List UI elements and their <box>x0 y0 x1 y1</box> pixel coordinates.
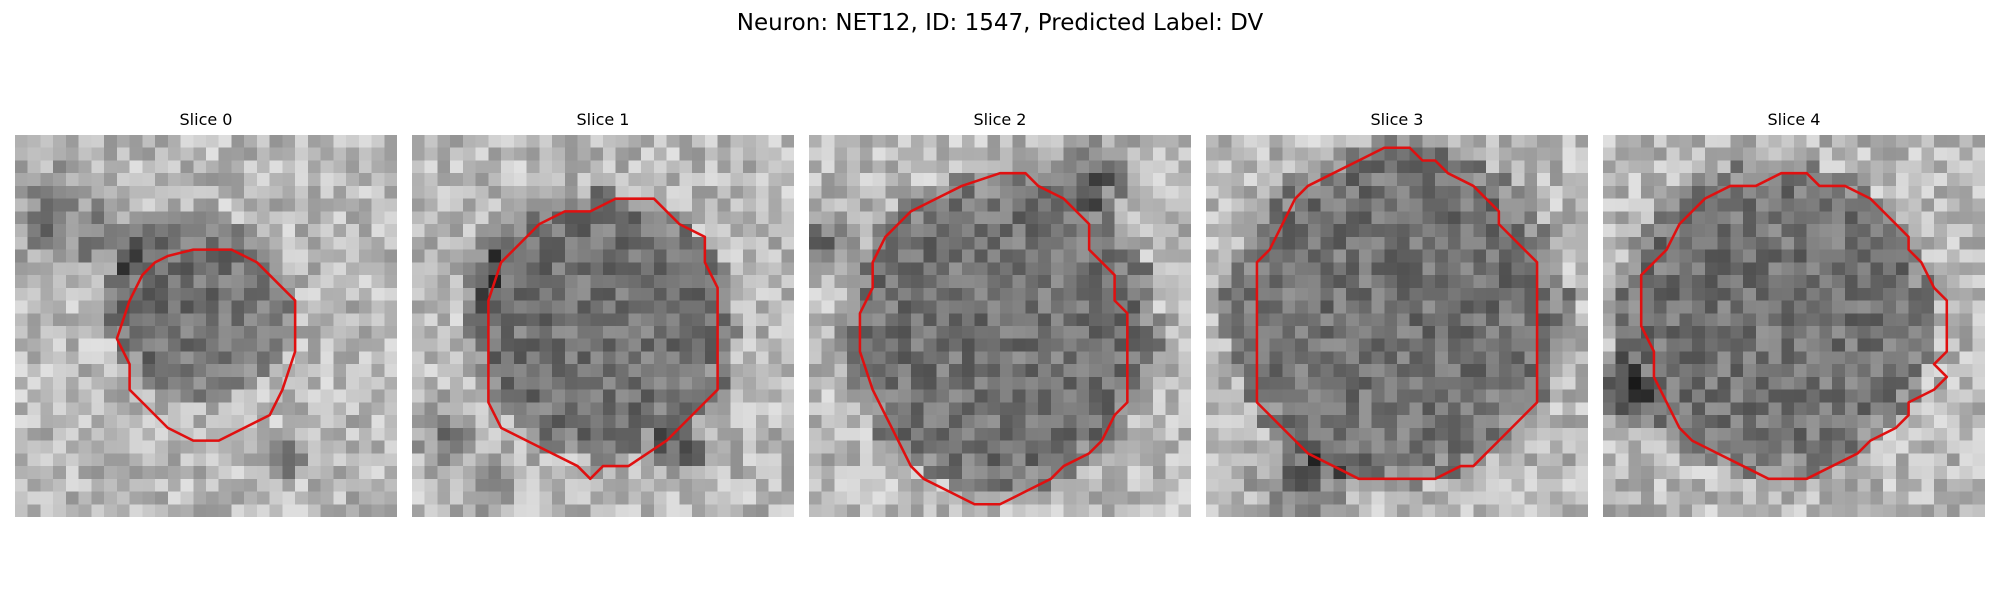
figure-title: Neuron: NET12, ID: 1547, Predicted Label… <box>736 10 1264 36</box>
slice-title: Slice 0 <box>179 110 233 129</box>
cell-contour <box>487 197 719 481</box>
cell-contour <box>1255 146 1539 481</box>
cell-contour <box>115 248 297 442</box>
slice-panel-0: Slice 0 <box>15 110 397 517</box>
slice-title: Slice 2 <box>973 110 1027 129</box>
cell-contour <box>1639 171 1949 481</box>
slice-image <box>809 135 1191 517</box>
slice-title: Slice 4 <box>1767 110 1821 129</box>
slice-panel-3: Slice 3 <box>1206 110 1588 517</box>
slice-image <box>1206 135 1588 517</box>
slice-panel-2: Slice 2 <box>809 110 1191 517</box>
slice-title: Slice 1 <box>576 110 630 129</box>
slice-image <box>412 135 794 517</box>
slice-panel-4: Slice 4 <box>1603 110 1985 517</box>
slice-image <box>15 135 397 517</box>
slice-title: Slice 3 <box>1370 110 1424 129</box>
slice-panel-1: Slice 1 <box>412 110 794 517</box>
slice-image <box>1603 135 1985 517</box>
cell-contour <box>858 171 1129 506</box>
